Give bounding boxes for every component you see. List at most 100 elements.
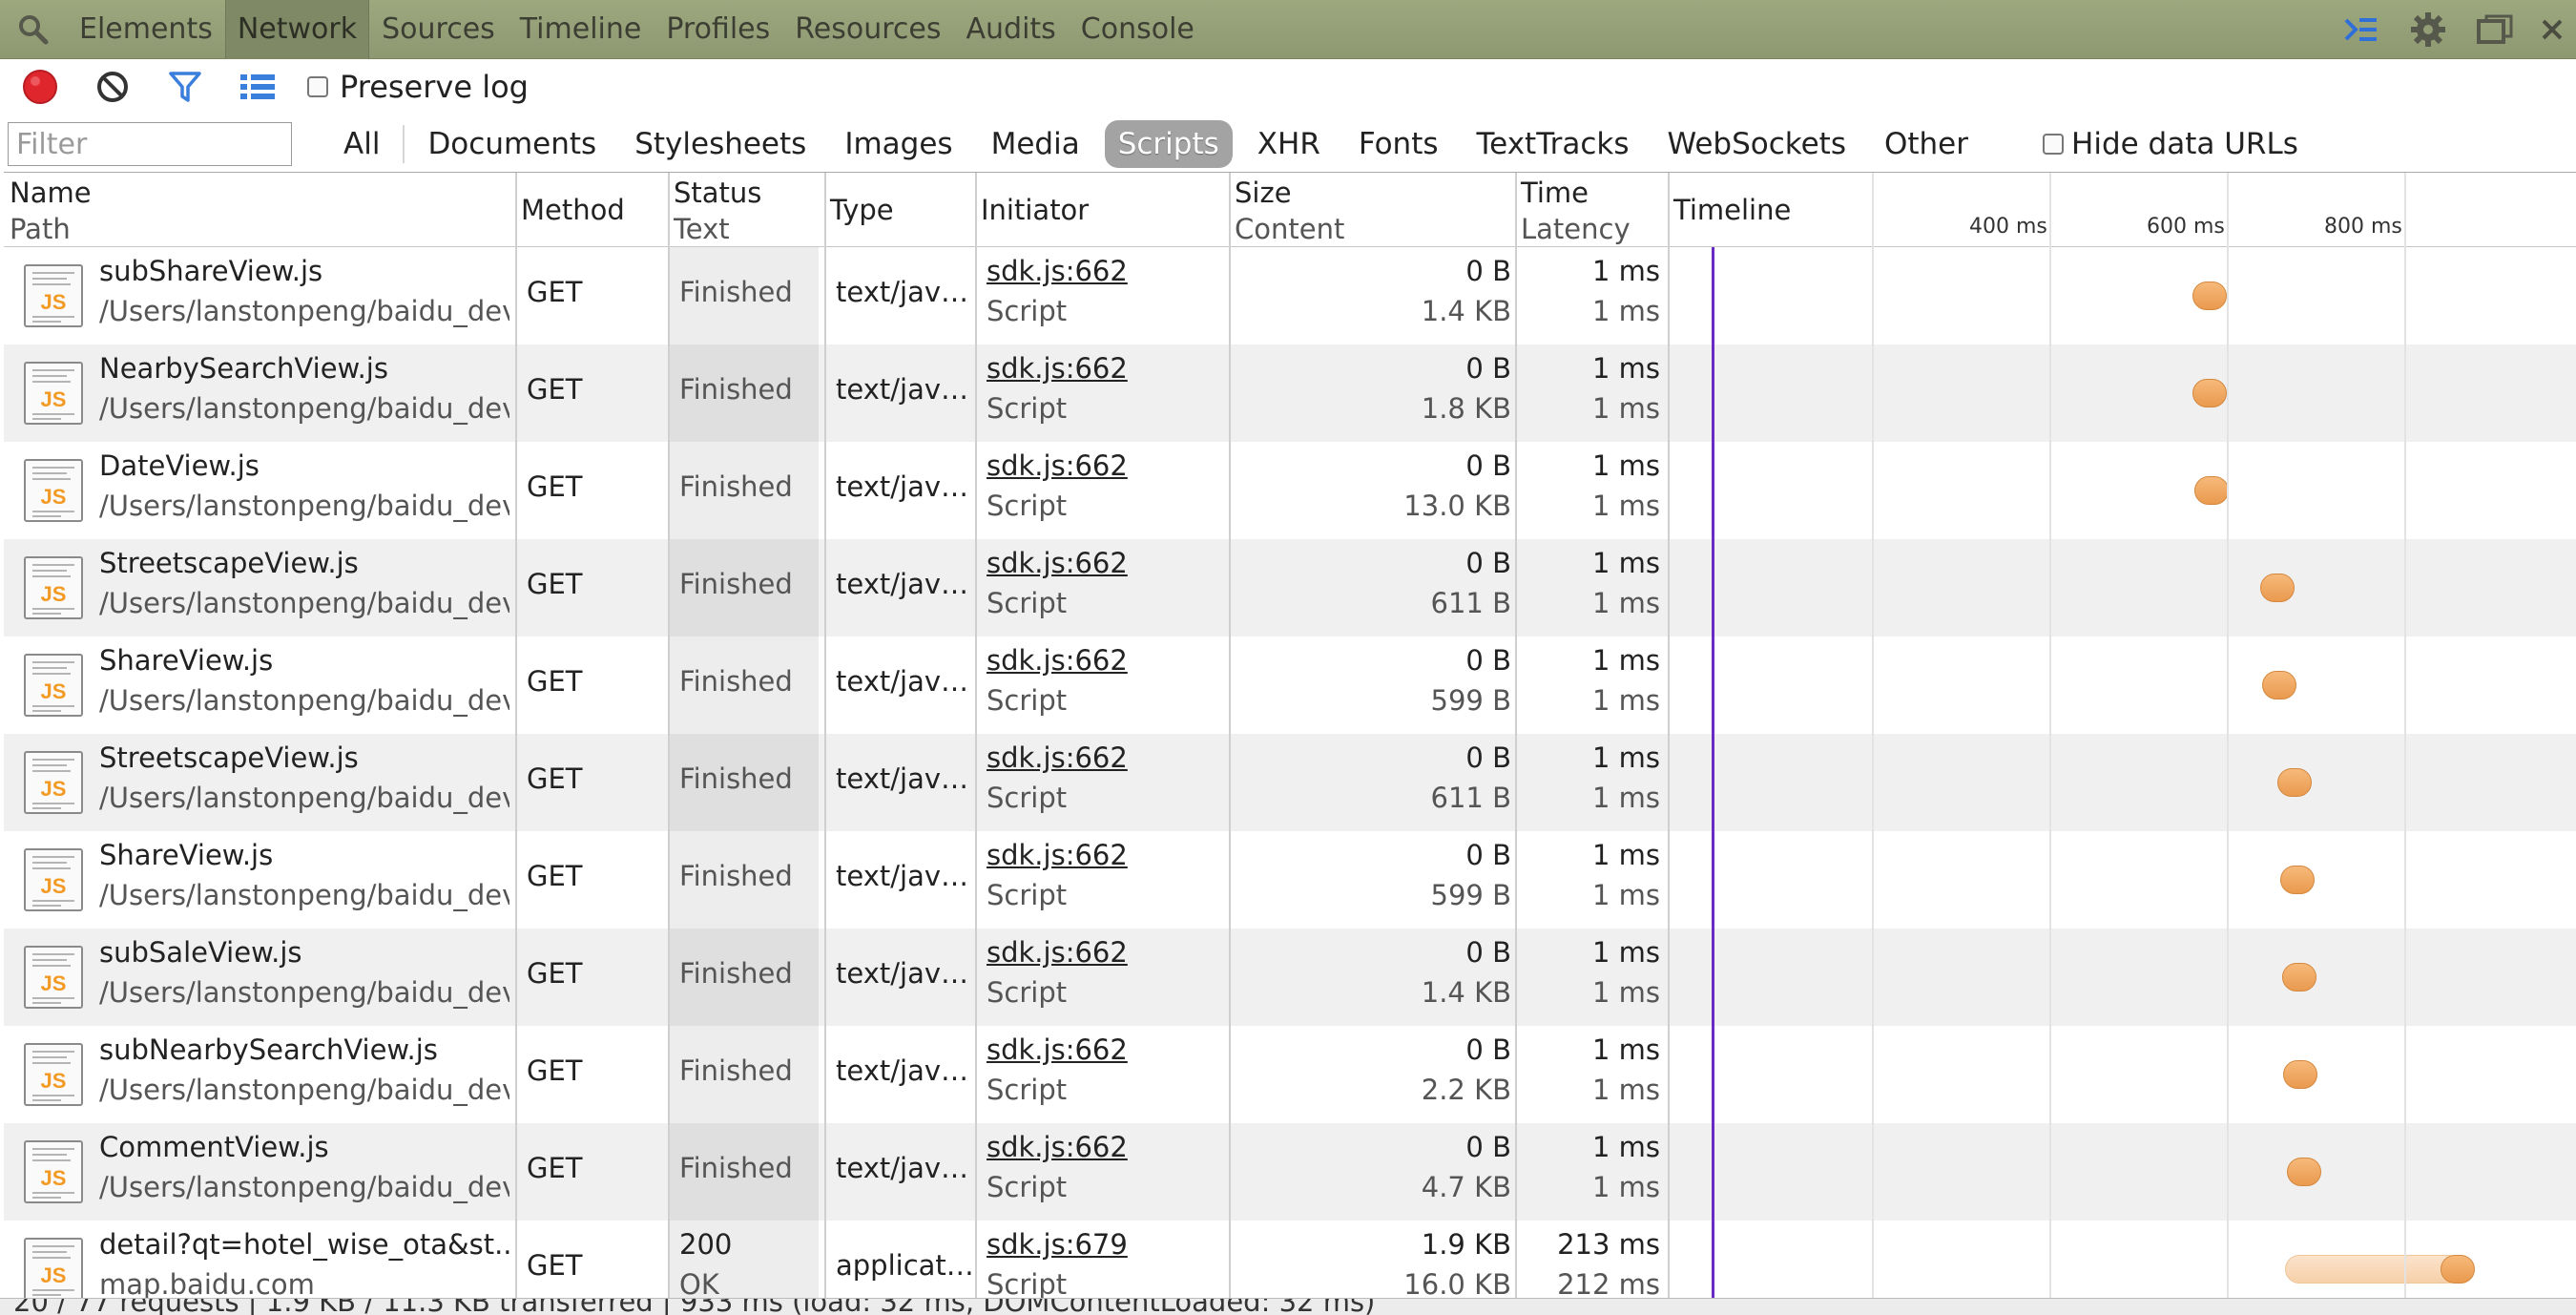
timeline-bar[interactable]: [2261, 671, 2296, 699]
table-row[interactable]: JS detail?qt=hotel_wise_ota&st... map.ba…: [4, 1221, 2576, 1298]
request-initiator-link[interactable]: sdk.js:662: [987, 839, 1128, 871]
request-name[interactable]: ShareView.js: [99, 644, 274, 677]
table-row[interactable]: JS subShareView.js /Users/lanstonpeng/ba…: [4, 247, 2576, 344]
dock-icon[interactable]: [2462, 0, 2528, 59]
column-size[interactable]: Size Content: [1229, 173, 1515, 247]
timeline-bar-receiving[interactable]: [2440, 1255, 2475, 1284]
column-divider[interactable]: [668, 173, 670, 1298]
request-name[interactable]: subNearbySearchView.js: [99, 1033, 438, 1066]
request-initiator-link[interactable]: sdk.js:662: [987, 1131, 1128, 1163]
row-background: [4, 247, 1668, 344]
timeline-bar[interactable]: [2281, 963, 2316, 991]
large-rows-icon[interactable]: [221, 59, 294, 115]
timeline-bar[interactable]: [2286, 1158, 2321, 1186]
table-row[interactable]: JS CommentView.js /Users/lanstonpeng/bai…: [4, 1123, 2576, 1221]
filter-documents[interactable]: Documents: [427, 127, 597, 161]
table-row[interactable]: JS ShareView.js /Users/lanstonpeng/baidu…: [4, 637, 2576, 734]
column-method[interactable]: Method: [515, 173, 668, 247]
column-divider[interactable]: [515, 173, 517, 1298]
timeline-bar[interactable]: [2283, 1060, 2318, 1089]
column-divider[interactable]: [1515, 173, 1517, 1298]
table-row[interactable]: JS ShareView.js /Users/lanstonpeng/baidu…: [4, 831, 2576, 929]
request-initiator-link[interactable]: sdk.js:662: [987, 255, 1128, 287]
filter-scripts[interactable]: Scripts: [1104, 120, 1233, 168]
column-initiator[interactable]: Initiator: [975, 173, 1229, 247]
request-name[interactable]: subSaleView.js: [99, 936, 302, 969]
close-icon[interactable]: [2528, 0, 2576, 59]
filter-texttracks[interactable]: TextTracks: [1476, 127, 1630, 161]
table-row[interactable]: JS subNearbySearchView.js /Users/lanston…: [4, 1026, 2576, 1123]
column-type-label: Type: [830, 194, 894, 226]
request-initiator-link[interactable]: sdk.js:662: [987, 644, 1128, 677]
filter-input[interactable]: [8, 122, 292, 166]
tab-elements[interactable]: Elements: [79, 11, 213, 46]
filter-websockets[interactable]: WebSockets: [1667, 127, 1846, 161]
tab-sources[interactable]: Sources: [382, 11, 495, 46]
table-row[interactable]: JS subSaleView.js /Users/lanstonpeng/bai…: [4, 929, 2576, 1026]
clear-button[interactable]: [76, 59, 149, 115]
timeline-bar[interactable]: [2277, 768, 2313, 797]
request-initiator-link[interactable]: sdk.js:662: [987, 449, 1128, 482]
filter-fonts[interactable]: Fonts: [1358, 127, 1439, 161]
filter-media[interactable]: Media: [990, 127, 1080, 161]
hide-data-urls-toggle[interactable]: Hide data URLs: [2043, 127, 2298, 161]
timeline-bar[interactable]: [2279, 866, 2315, 894]
filter-images[interactable]: Images: [844, 127, 953, 161]
record-button[interactable]: [4, 59, 76, 115]
hide-data-urls-checkbox[interactable]: [2043, 134, 2065, 155]
table-row[interactable]: JS StreetscapeView.js /Users/lanstonpeng…: [4, 539, 2576, 637]
request-name[interactable]: detail?qt=hotel_wise_ota&st...: [99, 1228, 509, 1261]
filter-icon[interactable]: [149, 59, 221, 115]
timeline-bar[interactable]: [2259, 574, 2295, 602]
request-initiator-link[interactable]: sdk.js:662: [987, 547, 1128, 579]
column-divider[interactable]: [1668, 173, 1670, 1298]
filter-all[interactable]: All: [343, 127, 381, 161]
tab-resources[interactable]: Resources: [795, 11, 942, 46]
table-row[interactable]: JS StreetscapeView.js /Users/lanstonpeng…: [4, 734, 2576, 831]
tab-network[interactable]: Network: [224, 0, 370, 59]
request-name[interactable]: DateView.js: [99, 449, 260, 482]
request-type: text/javascript: [836, 568, 977, 600]
column-name[interactable]: Name Path: [4, 173, 515, 247]
tab-console[interactable]: Console: [1080, 11, 1195, 46]
request-name[interactable]: StreetscapeView.js: [99, 741, 359, 774]
request-initiator-link[interactable]: sdk.js:662: [987, 1033, 1128, 1066]
gear-icon[interactable]: [2395, 0, 2462, 59]
column-timeline[interactable]: Timeline: [1668, 173, 2576, 247]
column-divider[interactable]: [975, 173, 977, 1298]
column-divider[interactable]: [824, 173, 826, 1298]
tab-profiles[interactable]: Profiles: [666, 11, 771, 46]
column-divider[interactable]: [1229, 173, 1231, 1298]
table-row[interactable]: JS NearbySearchView.js /Users/lanstonpen…: [4, 344, 2576, 442]
request-method: GET: [527, 373, 583, 406]
tab-audits[interactable]: Audits: [966, 11, 1056, 46]
filter-stylesheets[interactable]: Stylesheets: [634, 127, 807, 161]
js-file-icon: JS: [24, 946, 83, 1009]
request-name[interactable]: ShareView.js: [99, 839, 274, 871]
timeline-bar-waiting[interactable]: [2284, 1255, 2462, 1284]
preserve-log-checkbox[interactable]: [307, 76, 328, 97]
timeline-bar[interactable]: [2192, 379, 2227, 407]
request-initiator-link[interactable]: sdk.js:662: [987, 936, 1128, 969]
request-initiator-link[interactable]: sdk.js:679: [987, 1228, 1128, 1261]
request-name[interactable]: subShareView.js: [99, 255, 323, 287]
column-time[interactable]: Time Latency: [1515, 173, 1668, 247]
filter-other[interactable]: Other: [1883, 127, 1969, 161]
request-name[interactable]: NearbySearchView.js: [99, 352, 388, 385]
request-name[interactable]: CommentView.js: [99, 1131, 329, 1163]
timeline-bar[interactable]: [2194, 476, 2230, 505]
preserve-log-toggle[interactable]: Preserve log: [307, 69, 529, 105]
column-status[interactable]: Status Text: [668, 173, 821, 247]
tab-timeline[interactable]: Timeline: [519, 11, 642, 46]
filter-xhr[interactable]: XHR: [1257, 127, 1320, 161]
request-type: text/javascript: [836, 665, 977, 698]
request-initiator-link[interactable]: sdk.js:662: [987, 352, 1128, 385]
column-type[interactable]: Type: [824, 173, 977, 247]
search-icon[interactable]: [0, 0, 67, 59]
table-row[interactable]: JS DateView.js /Users/lanstonpeng/baidu_…: [4, 442, 2576, 539]
timeline-bar[interactable]: [2192, 282, 2227, 310]
request-type: text/javascript: [836, 860, 977, 892]
show-drawer-icon[interactable]: [2328, 0, 2395, 59]
request-initiator-link[interactable]: sdk.js:662: [987, 741, 1128, 774]
request-name[interactable]: StreetscapeView.js: [99, 547, 359, 579]
